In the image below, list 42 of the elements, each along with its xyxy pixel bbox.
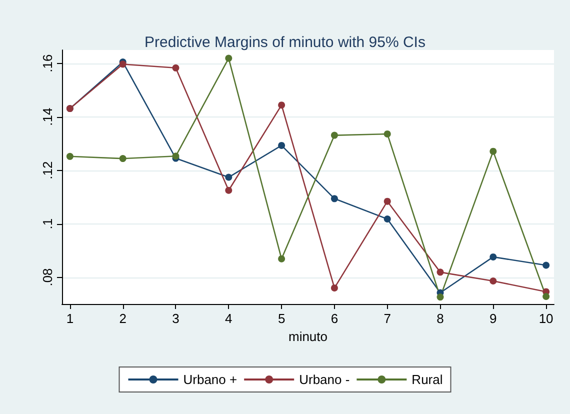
point (278, 102, 286, 109)
point (490, 148, 497, 155)
point (490, 278, 497, 285)
point (330, 195, 338, 202)
point (542, 262, 550, 269)
point (542, 293, 550, 300)
point (330, 284, 338, 292)
x-tick-label: 7 (384, 311, 391, 326)
chart-title: Predictive Margins of minuto with 95% CIs (144, 34, 426, 51)
point (119, 155, 126, 162)
point (436, 268, 444, 276)
y-tick-label: .1 (40, 218, 55, 230)
point (172, 64, 180, 72)
x-tick-label: 9 (490, 311, 497, 326)
x-tick-label: 4 (225, 311, 232, 326)
y-tick-label: .16 (40, 54, 55, 72)
legend-label: Urbano + (183, 372, 238, 387)
x-tick-label: 6 (330, 311, 338, 326)
legend-label: Urbano - (299, 372, 350, 387)
point (384, 130, 391, 138)
x-tick-label: 8 (436, 311, 444, 326)
y-tick-label: .14 (40, 108, 55, 126)
x-tick-label: 3 (172, 311, 180, 326)
point (225, 174, 232, 181)
x-tick-label: 2 (119, 311, 126, 326)
x-tick-label: 1 (66, 311, 74, 326)
point (384, 198, 391, 205)
x-axis-title: minuto (288, 329, 328, 344)
point (436, 294, 444, 301)
point (278, 255, 286, 262)
point (490, 253, 497, 260)
legend-label: Rural (412, 372, 443, 387)
x-tick-label: 10 (538, 311, 554, 326)
point (330, 132, 338, 139)
point (225, 54, 232, 62)
x-tick-label: 5 (278, 311, 286, 326)
point (278, 142, 286, 149)
point (225, 186, 232, 194)
y-tick-label: .08 (40, 268, 55, 286)
point (384, 215, 391, 222)
point (66, 152, 74, 160)
y-tick-label: .12 (40, 161, 55, 180)
